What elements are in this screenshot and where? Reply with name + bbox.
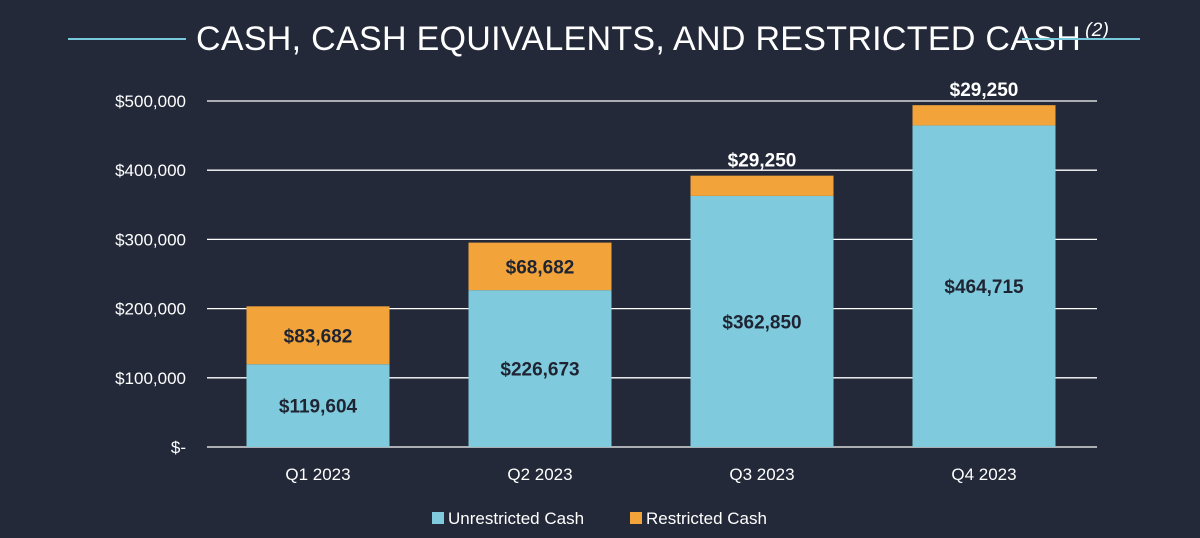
bar-unrestricted-1 [468, 290, 612, 447]
bar-restricted-3 [912, 105, 1056, 126]
data-label-restricted-1: $68,682 [506, 257, 575, 278]
bar-restricted-2 [690, 175, 834, 196]
data-label-restricted-0: $83,682 [284, 326, 353, 347]
y-tick-label-1: $100,000 [115, 369, 186, 388]
data-label-restricted-3: $29,250 [950, 80, 1019, 101]
data-label-unrestricted-0: $119,604 [279, 397, 358, 418]
bar-unrestricted-3 [912, 125, 1056, 447]
legend-label-restricted: Restricted Cash [646, 509, 767, 528]
title-footnote: (2) [1085, 20, 1110, 41]
chart-title-bar: CASH, CASH EQUIVALENTS, AND RESTRICTED C… [0, 14, 1200, 64]
y-tick-label-5: $500,000 [115, 92, 186, 111]
x-tick-label-3: Q4 2023 [951, 465, 1016, 484]
data-label-unrestricted-1: $226,673 [500, 360, 579, 381]
legend-swatch-restricted [630, 512, 642, 524]
x-tick-label-0: Q1 2023 [285, 465, 350, 484]
title-rule-left [68, 38, 186, 40]
legend-label-unrestricted: Unrestricted Cash [448, 509, 584, 528]
bar-unrestricted-2 [690, 195, 834, 447]
data-label-unrestricted-3: $464,715 [944, 277, 1024, 298]
chart-title: CASH, CASH EQUIVALENTS, AND RESTRICTED C… [196, 20, 1109, 59]
y-tick-label-3: $300,000 [115, 230, 186, 249]
legend-swatch-unrestricted [432, 512, 444, 524]
y-tick-label-0: $- [171, 438, 186, 457]
bar-unrestricted-0 [246, 364, 390, 447]
x-tick-label-2: Q3 2023 [729, 465, 794, 484]
data-label-restricted-2: $29,250 [728, 151, 797, 172]
title-rule-right [1022, 38, 1140, 40]
bar-restricted-0 [246, 306, 390, 365]
y-tick-label-2: $200,000 [115, 300, 186, 319]
data-label-unrestricted-2: $362,850 [722, 312, 801, 333]
chart-title-text: CASH, CASH EQUIVALENTS, AND RESTRICTED C… [196, 20, 1082, 58]
x-tick-label-1: Q2 2023 [507, 465, 572, 484]
bar-restricted-1 [468, 242, 612, 291]
y-tick-label-4: $400,000 [115, 161, 186, 180]
